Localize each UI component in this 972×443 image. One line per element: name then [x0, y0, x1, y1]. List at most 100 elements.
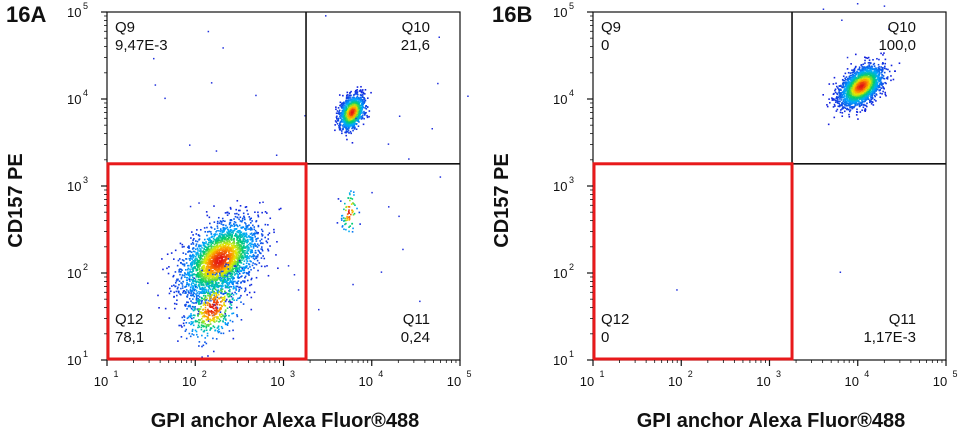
data-point	[865, 104, 867, 107]
data-point	[206, 332, 209, 335]
data-point	[244, 241, 246, 243]
data-point	[197, 314, 199, 317]
data-point	[252, 262, 254, 264]
data-point	[210, 241, 212, 244]
data-point	[209, 295, 212, 297]
data-point	[196, 309, 199, 311]
data-point	[335, 108, 337, 111]
data-point	[205, 291, 208, 294]
data-point	[246, 241, 248, 244]
data-point	[260, 246, 263, 248]
data-point	[341, 110, 344, 113]
data-point	[231, 298, 234, 301]
data-point	[215, 281, 218, 284]
data-point	[238, 235, 241, 238]
data-point	[226, 226, 229, 229]
data-point	[370, 91, 372, 94]
data-point	[223, 304, 225, 307]
data-point	[197, 294, 200, 297]
data-point	[175, 280, 178, 282]
data-point	[336, 110, 339, 112]
data-point	[216, 278, 219, 281]
data-point	[192, 243, 195, 245]
data-point	[216, 220, 219, 223]
data-point	[213, 287, 215, 290]
data-point	[338, 123, 341, 126]
data-point	[347, 111, 349, 114]
data-point	[203, 242, 206, 245]
data-point	[226, 214, 229, 216]
data-point	[245, 246, 247, 248]
data-point	[344, 217, 347, 220]
data-point	[206, 310, 208, 312]
data-point	[342, 94, 344, 97]
data-point	[354, 112, 357, 114]
data-point	[207, 290, 210, 293]
data-point	[220, 221, 223, 223]
data-point	[337, 112, 339, 115]
data-point	[235, 234, 238, 237]
data-point	[357, 119, 360, 122]
outlier-point	[325, 15, 327, 17]
data-point	[238, 258, 241, 260]
data-point	[346, 217, 348, 219]
quadrant-percentage: 0,24	[401, 329, 430, 346]
data-point	[261, 230, 264, 233]
data-point	[215, 242, 218, 245]
data-point	[179, 268, 181, 270]
data-point	[250, 238, 253, 240]
data-point	[251, 220, 253, 222]
data-point	[211, 310, 214, 313]
data-point	[347, 205, 350, 208]
data-point	[835, 85, 838, 88]
data-point	[191, 261, 193, 263]
data-point	[231, 245, 233, 247]
data-point	[347, 129, 350, 131]
data-point	[200, 291, 202, 293]
data-point	[221, 230, 223, 232]
data-point	[216, 270, 218, 273]
data-point	[228, 272, 230, 274]
data-point	[221, 240, 224, 242]
x-tick-exponent: 5	[466, 369, 471, 379]
data-point	[193, 295, 195, 298]
data-point	[189, 314, 192, 317]
data-point	[193, 237, 195, 240]
data-point	[218, 232, 221, 235]
data-point	[206, 214, 209, 217]
data-point	[198, 268, 201, 270]
data-point	[361, 106, 364, 108]
data-point	[231, 279, 234, 281]
data-point	[228, 222, 231, 224]
data-point	[200, 245, 202, 248]
data-point	[249, 255, 251, 257]
data-point	[340, 112, 343, 114]
data-point	[231, 259, 233, 262]
data-point	[185, 289, 188, 291]
data-point	[202, 253, 205, 256]
data-point	[192, 321, 194, 323]
data-point	[199, 255, 202, 258]
data-point	[208, 285, 211, 287]
data-point	[205, 310, 207, 313]
data-point	[185, 258, 188, 260]
data-point	[216, 227, 219, 229]
data-point	[349, 96, 351, 99]
data-point	[232, 267, 234, 270]
data-point	[236, 244, 238, 246]
data-point	[239, 239, 241, 241]
data-point	[218, 265, 220, 267]
data-point	[260, 252, 262, 255]
data-point	[196, 268, 198, 270]
data-point	[347, 108, 350, 111]
data-point	[232, 294, 235, 296]
data-point	[195, 295, 198, 298]
data-point	[202, 320, 204, 323]
data-point	[198, 281, 200, 284]
data-point	[219, 276, 222, 279]
data-point	[200, 244, 202, 247]
data-point	[349, 121, 352, 124]
data-point	[243, 233, 245, 236]
data-point	[207, 243, 210, 246]
data-point	[228, 253, 230, 255]
